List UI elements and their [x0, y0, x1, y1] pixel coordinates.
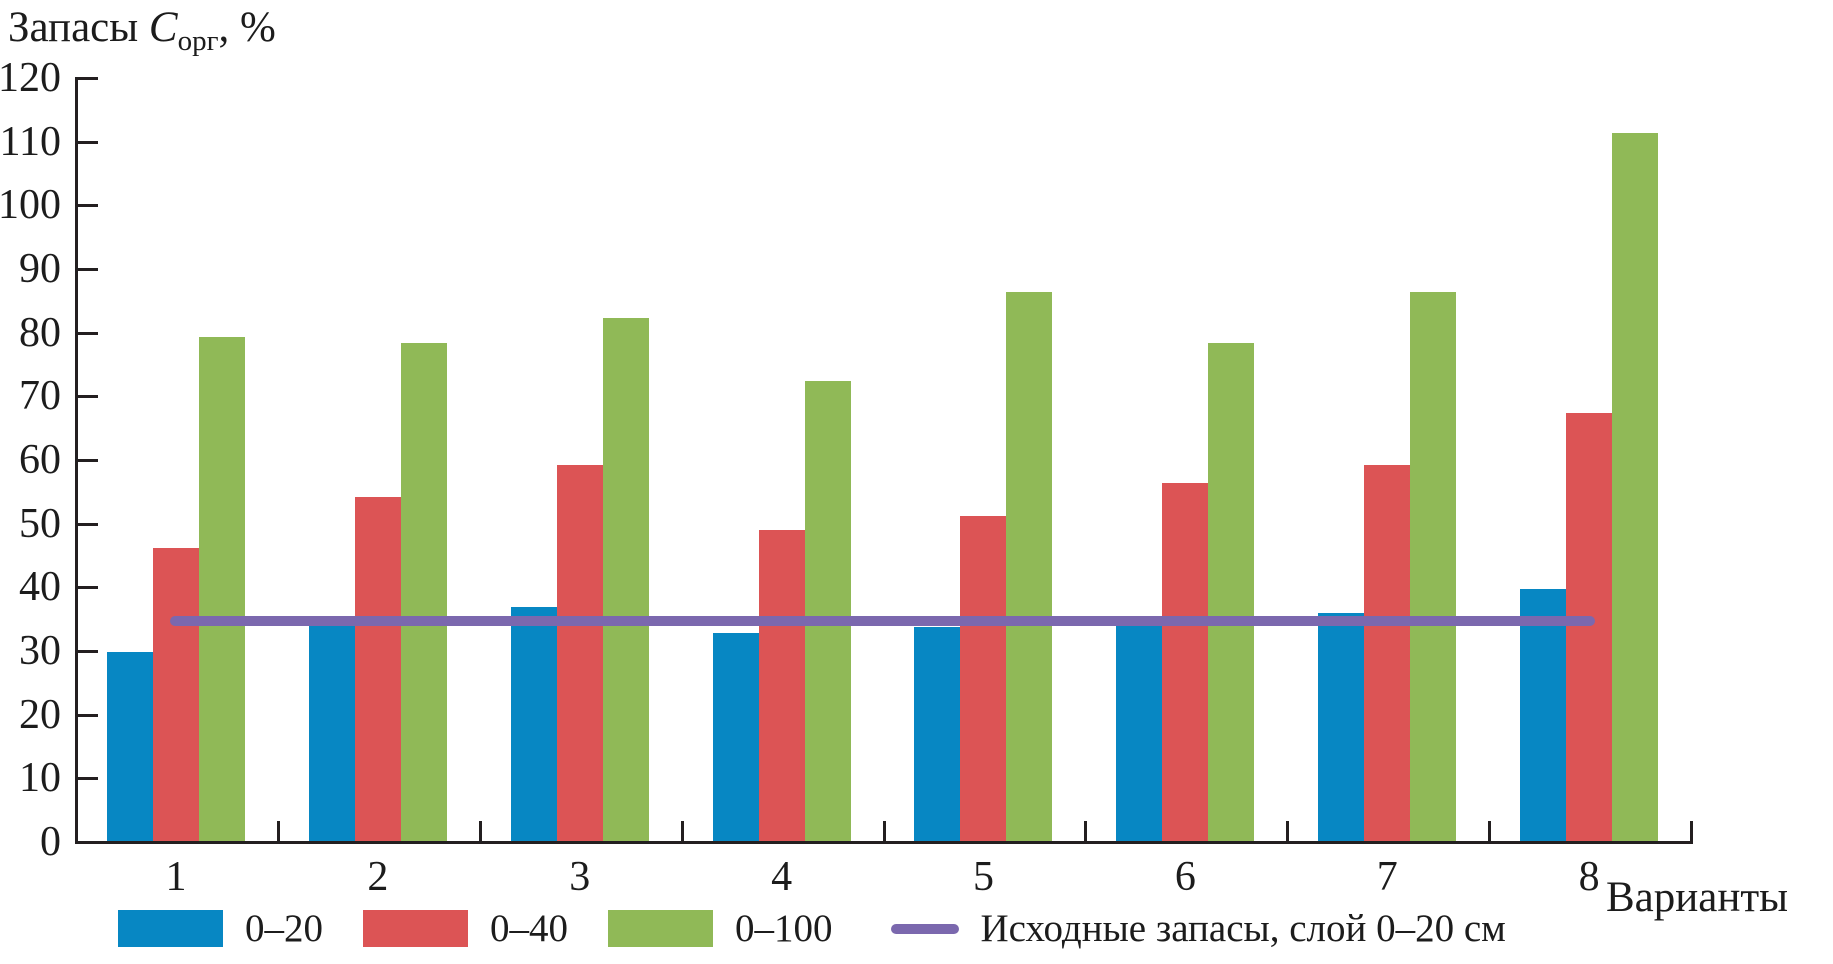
- legend-swatch: [118, 910, 223, 947]
- y-tick-label: 90: [19, 246, 61, 292]
- y-tick-label: 100: [0, 182, 61, 229]
- bar-0-40: [556, 465, 603, 841]
- bar-0-100: [1410, 291, 1457, 841]
- x-category-label: 3: [569, 854, 591, 900]
- bar-0-40: [1364, 465, 1411, 841]
- reference-line: [169, 615, 1596, 626]
- x-tick: [478, 821, 482, 841]
- y-tick: [78, 331, 98, 335]
- y-tick-label: 60: [19, 437, 61, 483]
- x-category-label: 4: [771, 854, 793, 900]
- x-axis-title: Варианты: [1606, 874, 1789, 921]
- chart-title-subscript: орг: [177, 25, 219, 57]
- bar-0-100: [804, 380, 851, 841]
- y-tick-label: 50: [19, 500, 61, 547]
- x-category-label: 1: [165, 854, 187, 900]
- chart-title-text: Запасы: [8, 4, 149, 51]
- x-tick: [1084, 821, 1088, 841]
- chart-title-symbol: C: [148, 4, 178, 51]
- x-tick: [680, 821, 684, 841]
- chart-title-suffix: , %: [218, 4, 276, 51]
- y-tick: [78, 841, 98, 844]
- x-axis: [75, 841, 1693, 844]
- y-tick: [78, 522, 98, 526]
- y-tick-label: 40: [19, 564, 61, 611]
- bar-0-100: [400, 343, 447, 841]
- legend-item-reference: Исходные запасы, слой 0–20 см: [873, 909, 1506, 948]
- y-tick-label: 110: [0, 118, 61, 165]
- legend-label: 0–20: [245, 907, 323, 950]
- y-tick: [78, 140, 98, 144]
- bar-0-40: [1162, 483, 1209, 841]
- x-tick: [1690, 821, 1693, 841]
- bar-0-20: [510, 606, 557, 841]
- y-tick: [78, 204, 98, 208]
- legend-line-swatch: [890, 923, 959, 934]
- legend-swatch: [363, 910, 468, 947]
- bar-0-100: [1612, 133, 1659, 841]
- y-tick-label: 0: [40, 819, 61, 865]
- y-tick: [78, 77, 98, 80]
- y-tick-label: 120: [0, 55, 61, 101]
- legend-swatch: [608, 910, 713, 947]
- y-tick-label: 20: [19, 691, 61, 738]
- y-tick: [78, 586, 98, 590]
- bar-0-40: [354, 497, 401, 841]
- bar-0-100: [1006, 291, 1053, 841]
- y-tick-label: 10: [19, 755, 61, 802]
- bar-0-40: [152, 548, 199, 841]
- bar-0-40: [1566, 412, 1613, 841]
- x-category-label: 2: [367, 854, 389, 900]
- y-tick: [78, 777, 98, 781]
- x-tick: [1488, 821, 1492, 841]
- legend-item: 0–20: [118, 909, 363, 948]
- bar-0-20: [1520, 588, 1567, 841]
- bar-0-20: [1116, 626, 1163, 841]
- y-tick-label: 80: [19, 309, 61, 356]
- bar-0-40: [960, 516, 1007, 841]
- bar-0-100: [198, 337, 245, 841]
- legend: 0–20 0–40 0–100 Исходные запасы, слой 0–20 …: [118, 909, 1506, 948]
- x-category-label: 8: [1578, 854, 1600, 900]
- legend-label: 0–100: [735, 907, 833, 950]
- y-axis: [75, 77, 78, 844]
- y-tick-label: 70: [19, 373, 61, 420]
- bar-0-20: [308, 623, 355, 841]
- x-tick: [1286, 821, 1290, 841]
- bar-0-20: [106, 651, 153, 841]
- y-tick: [78, 395, 98, 399]
- legend-label: 0–40: [490, 907, 568, 950]
- chart-title: Запасы Cорг, %: [8, 4, 276, 58]
- y-tick-label: 30: [19, 628, 61, 674]
- bar-0-100: [602, 317, 649, 841]
- bar-0-20: [1318, 613, 1365, 841]
- y-tick: [78, 268, 98, 271]
- bar-0-20: [914, 627, 961, 841]
- legend-item: 0–40: [363, 909, 608, 948]
- bar-0-40: [758, 530, 805, 841]
- bar-0-20: [712, 633, 759, 841]
- x-category-label: 5: [972, 854, 994, 900]
- y-tick: [78, 459, 98, 462]
- y-tick: [78, 650, 98, 653]
- legend-label: Исходные запасы, слой 0–20 см: [980, 907, 1506, 950]
- x-tick: [882, 821, 886, 841]
- x-tick: [276, 821, 280, 841]
- x-category-label: 7: [1376, 854, 1398, 900]
- y-tick: [78, 713, 98, 717]
- legend-item: 0–100: [608, 909, 873, 948]
- bar-0-100: [1208, 343, 1255, 841]
- x-category-label: 6: [1174, 854, 1196, 900]
